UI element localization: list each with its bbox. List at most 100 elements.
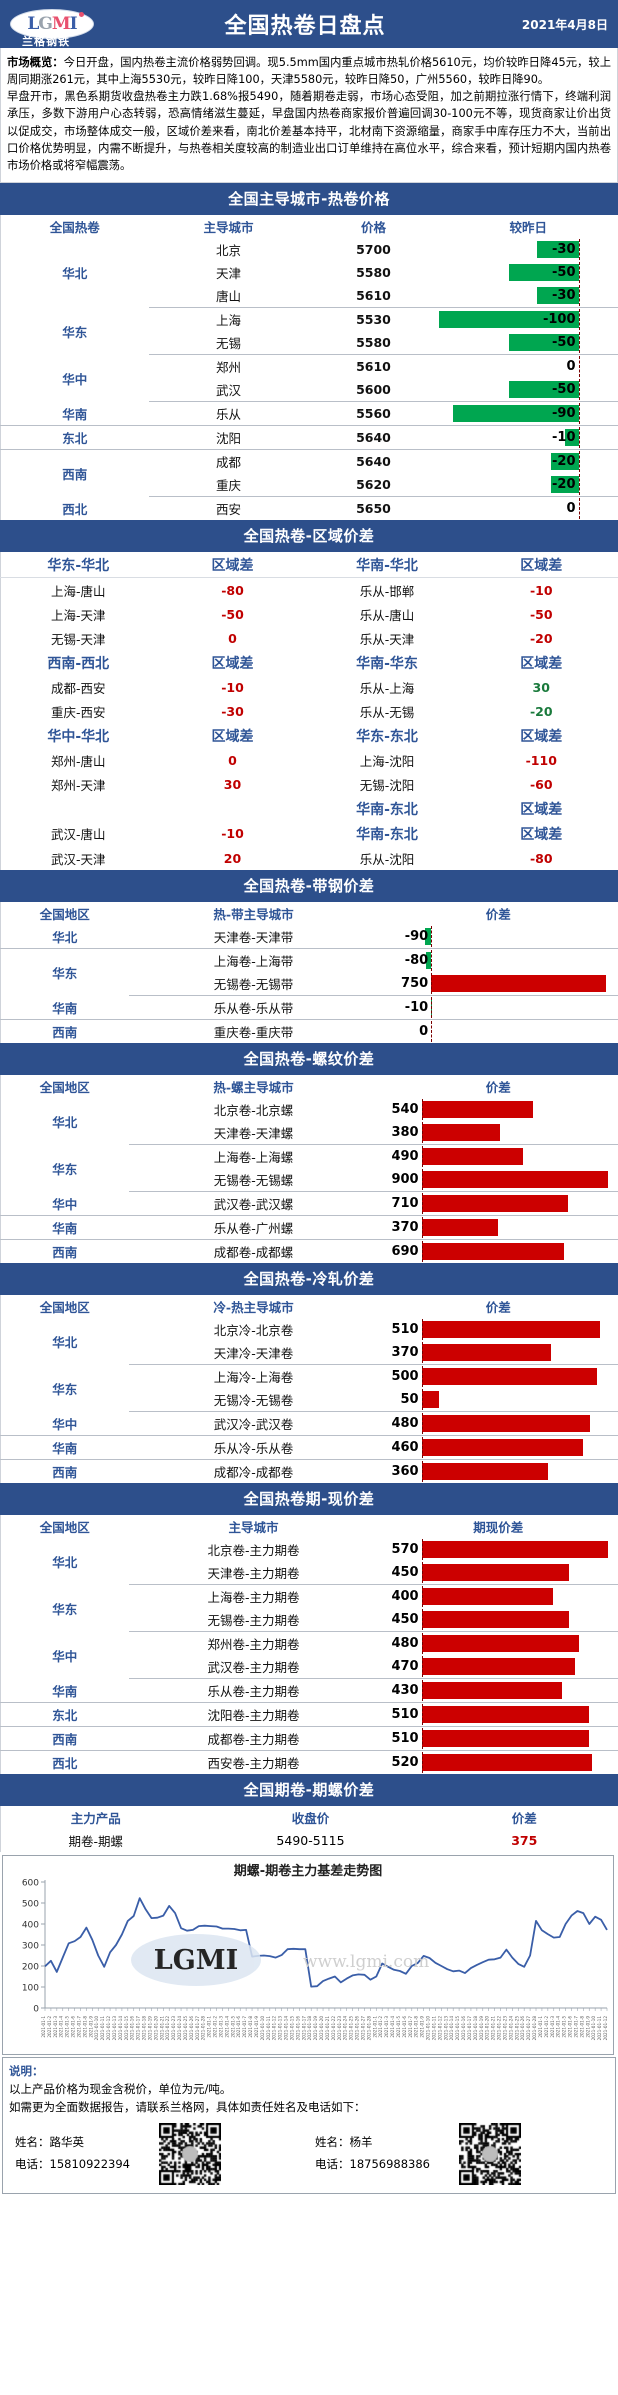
value-label: -50	[552, 382, 576, 398]
svg-text:400: 400	[22, 1921, 39, 1931]
right-pair-header: 华南-华北	[309, 552, 465, 579]
contact-name-line: 姓名：路华英	[15, 2132, 159, 2154]
pair-name-cell: 上海冷-上海卷	[213, 1370, 294, 1386]
svg-text:2021-01-21: 2021-01-21	[325, 2016, 330, 2041]
column-header-1: 冷-热主导城市	[213, 1300, 294, 1316]
price-diff-cell: 750	[378, 972, 618, 997]
value-bar	[438, 311, 579, 329]
bar-track: 900	[379, 1168, 618, 1191]
right-value: 30	[532, 679, 550, 695]
svg-text:2021-01-9: 2021-01-9	[254, 2016, 259, 2038]
value-label: 370	[391, 1220, 419, 1236]
svg-text:2021-01-25: 2021-01-25	[349, 2016, 354, 2041]
price-diff-cell: -20	[439, 450, 618, 474]
svg-text:2021-01-20: 2021-01-20	[485, 2016, 490, 2041]
zero-axis-line	[421, 1680, 423, 1702]
bar-track: 380	[379, 1121, 618, 1144]
svg-text:2021-01-10: 2021-01-10	[94, 2016, 99, 2041]
svg-text:2021-01-13: 2021-01-13	[112, 2016, 117, 2041]
zero-axis-line	[421, 1099, 423, 1121]
column-header-1: 收盘价	[291, 1811, 330, 1827]
right-value-header: 区域差	[520, 801, 563, 818]
close-price-cell: 5490-5115	[276, 1833, 345, 1849]
table-rebar-diff: 全国地区 热-螺主导城市 价差 华北 北京卷-北京螺 540 天津卷-天津螺 380 华东 上海卷…	[0, 1075, 618, 1264]
svg-text:2021-01-28: 2021-01-28	[201, 2016, 206, 2041]
svg-text:2021-01-17: 2021-01-17	[467, 2016, 472, 2041]
bar-track: 50	[379, 1388, 618, 1411]
city-name-cell: 乐从	[148, 401, 309, 427]
bar-track: 450	[379, 1561, 618, 1584]
table-row: 华东 上海冷-上海卷 500	[1, 1365, 618, 1397]
zero-axis-line	[421, 1704, 423, 1726]
left-pair: 郑州-唐山	[50, 753, 106, 769]
pair-name-cell: 上海卷-上海螺	[213, 1150, 294, 1166]
region-diff-row: 重庆-西安 -30 乐从-无锡 -20	[1, 699, 618, 723]
spread-value-cell: 375	[511, 1833, 538, 1849]
chart-title: 期螺-期卷主力基差走势图	[233, 1864, 383, 1880]
value-label: 0	[419, 1024, 429, 1040]
svg-text:2021-01-28: 2021-01-28	[366, 2016, 371, 2041]
svg-text:2021-01-25: 2021-01-25	[183, 2016, 188, 2041]
value-bar	[431, 975, 607, 993]
contact-name-label: 姓名：	[15, 2134, 50, 2149]
table-strip-diff: 全国地区 热-带主导城市 价差 华北 天津卷-天津带 -90 华东 上海卷-上海带 -80 无锡卷…	[0, 902, 618, 1044]
bar-track: -20	[439, 450, 618, 473]
pair-name-cell: 天津卷-主力期卷	[128, 1561, 379, 1586]
city-name-cell: 天津	[215, 266, 241, 282]
value-label: -90	[404, 929, 429, 945]
table-row: 西北 西安卷-主力期卷 520	[1, 1751, 618, 1775]
region-diff-row: 武汉-唐山 -10 华南-东北 区域差	[1, 821, 618, 846]
svg-text:2021-01-2: 2021-01-2	[378, 2016, 383, 2038]
left-pair: 郑州-天津	[50, 777, 106, 793]
table-row: 西南 成都冷-成都卷 360	[1, 1460, 618, 1484]
svg-text:2021-01-23: 2021-01-23	[171, 2016, 176, 2041]
price-cell: 5610	[308, 284, 439, 309]
value-bar	[421, 1682, 563, 1700]
svg-text:2021-01-24: 2021-01-24	[343, 2016, 348, 2041]
left-pair: 成都-西安	[50, 680, 106, 696]
price-diff-cell: 0	[439, 355, 618, 379]
value-bar	[536, 287, 579, 305]
price-diff-cell: 510	[378, 1702, 618, 1728]
bar-track: 0	[379, 1020, 618, 1043]
contact-phone-line: 电话：15810922394	[15, 2154, 159, 2176]
region-diff-row: 上海-唐山 -80 乐从-邯郸 -10	[1, 578, 618, 603]
pair-name-cell: 无锡冷-无锡卷	[128, 1388, 379, 1413]
column-header-2: 价差	[485, 907, 511, 923]
value-label: -10	[404, 1000, 429, 1016]
table-row: 华北 北京 5700 -30	[1, 238, 618, 281]
pair-name-cell: 天津卷-天津带	[128, 925, 379, 950]
zero-axis-line	[421, 1586, 423, 1608]
table-row: 华中 郑州卷-主力期卷 480	[1, 1632, 618, 1664]
city-name-cell: 无锡	[148, 331, 309, 356]
contact-phone-line: 电话：18756988386	[315, 2154, 459, 2176]
price-diff-cell: -50	[439, 261, 618, 284]
pair-name-cell: 上海卷-主力期卷	[207, 1590, 300, 1606]
right-value-header: 区域差	[520, 728, 563, 745]
svg-text:2021-01-23: 2021-01-23	[337, 2016, 342, 2041]
region-diff-row: 郑州-天津 30 无锡-沈阳 -60	[1, 772, 618, 796]
zero-axis-line	[421, 1633, 423, 1655]
left-pair: 无锡-天津	[50, 631, 106, 647]
value-bar	[421, 1124, 501, 1142]
bar-track: 0	[439, 497, 618, 520]
zero-axis-line	[431, 997, 433, 1019]
qr-code	[459, 2122, 521, 2185]
svg-text:2021-01-3: 2021-01-3	[218, 2016, 223, 2038]
contact-name: 路华英	[49, 2134, 85, 2149]
right-pair-header: 华南-华东	[356, 655, 418, 672]
column-header-0: 主力产品	[70, 1811, 121, 1827]
bar-track: 370	[379, 1216, 618, 1239]
right-value-header: 区域差	[520, 655, 563, 672]
zero-axis-line	[421, 1122, 423, 1144]
bar-track: 460	[379, 1436, 618, 1459]
region-group-cell: 华中	[62, 371, 88, 387]
bar-track: 570	[379, 1538, 618, 1561]
column-header-2: 价格	[360, 220, 386, 236]
svg-text:2021-01-15: 2021-01-15	[289, 2016, 294, 2041]
brand-logo: LGMI 兰格钢铁	[10, 9, 120, 48]
table-row: 华东 上海卷-上海螺 490	[1, 1145, 618, 1177]
svg-text:2021-01-7: 2021-01-7	[573, 2016, 578, 2038]
table-row: 武汉 5600 -50	[1, 378, 618, 403]
zero-axis-line	[421, 1437, 423, 1459]
